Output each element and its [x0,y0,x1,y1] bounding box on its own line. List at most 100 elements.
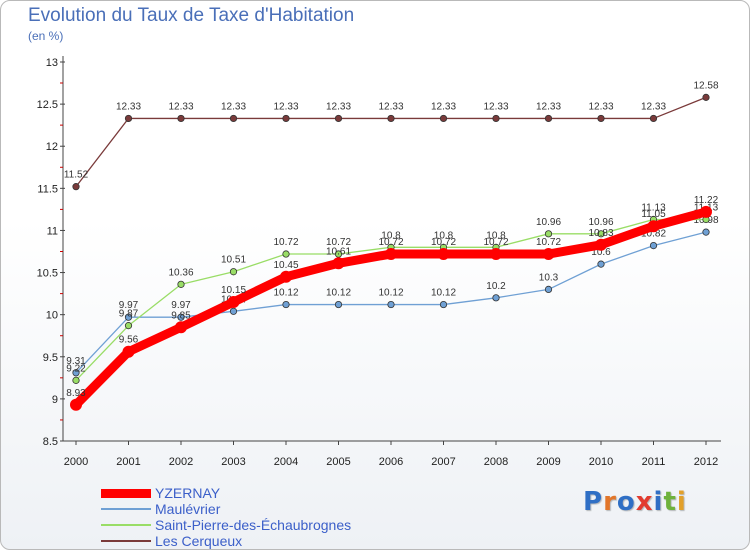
data-label: 10.2 [486,281,506,292]
x-tick-label: 2001 [116,456,140,468]
data-label: 12.33 [221,101,246,112]
data-label: 8.93 [66,388,86,399]
series-3: 11.52 12.33 12.33 12.33 12.33 12.33 12.33 12.33… [64,80,719,191]
data-label: 10.12 [378,288,403,299]
data-label: 10.36 [168,267,193,278]
logo-letter: o [616,487,636,517]
data-point [597,114,605,123]
data-label: 12.33 [326,101,351,112]
data-point [649,242,658,250]
data-label: 11.05 [641,209,666,220]
series-layer: 9.319.979.9710.0410.1210.1210.1210.1210.… [64,80,719,411]
data-label: 9.85 [171,310,191,321]
data-point [437,248,450,261]
data-point [177,280,185,288]
logo-letter: P [583,487,604,517]
data-label: 11.13 [641,202,666,213]
axes: 8.5 9 9.5 10 10.5 11 11.5 12 12.5 13 2000 2001 2002 2… [37,56,721,468]
legend-swatch [101,488,151,498]
data-label: 12.33 [273,101,298,112]
data-point [439,300,448,309]
x-tick-label: 2003 [221,456,245,468]
data-point [332,257,345,270]
data-point [229,307,238,315]
data-label: 9.56 [119,335,139,346]
x-tick-label: 2012 [694,456,718,468]
legend-label: YZERNAY [155,485,221,501]
data-label: 12.33 [483,101,508,112]
data-label: 12.33 [641,101,666,112]
x-tick-label: 2006 [379,456,403,468]
data-label: 10.3 [539,272,559,283]
y-tick-label: 9.5 [43,352,58,364]
x-tick-label: 2000 [64,456,88,468]
data-point [282,250,290,258]
legend-swatch [101,524,151,526]
x-tick-label: 2005 [326,456,350,468]
data-point [70,398,82,411]
data-label: 10.83 [588,228,613,239]
data-point [334,300,343,309]
x-tick-label: 2004 [274,456,298,468]
data-point [544,230,553,238]
chart-subtitle: (en %) [28,29,64,43]
data-label: 9.97 [119,300,139,311]
data-label: 10.72 [326,237,351,248]
data-point [595,238,607,251]
data-point [542,248,555,261]
proxiti-logo: Proxiti [583,487,687,517]
logo-letter: t [663,487,677,517]
data-point [282,114,290,123]
data-label: 10.82 [641,229,666,240]
x-tick-label: 2010 [589,456,613,468]
data-label: 12.33 [431,101,456,112]
data-label: 10.8 [434,230,454,241]
data-point [334,250,343,258]
data-label: 10.72 [431,237,456,248]
y-tick-label: 11.5 [37,183,58,195]
data-point [229,114,238,123]
x-tick-label: 2011 [642,456,666,468]
data-label: 10.61 [326,246,351,257]
data-label: 10.51 [221,255,246,266]
data-label: 10.8 [486,230,506,241]
logo-letter: i [653,487,664,517]
y-tick-label: 10.5 [37,268,58,280]
data-label: 10.15 [221,285,246,296]
data-point [177,313,185,321]
data-label: 12.58 [693,80,718,91]
y-tick-label: 8.5 [43,436,58,448]
legend-label: Maulévrier [155,501,221,517]
logo-letter: i [676,487,687,517]
data-label: 10.12 [273,288,298,299]
data-point [72,369,80,377]
data-point [597,260,605,268]
x-tick-label: 2009 [536,456,560,468]
data-point [229,268,238,276]
data-point [72,183,80,191]
legend-swatch [101,508,151,510]
data-label: 9.31 [66,356,86,367]
data-point [334,114,343,123]
data-point [387,114,395,123]
chart-title: Evolution du Taux de Taxe d'Habitation [28,5,355,26]
data-point [122,345,135,358]
data-point [439,114,448,123]
data-point [175,321,187,334]
data-label: 10.12 [431,288,456,299]
y-tick-label: 13 [46,57,58,69]
data-label: 11.52 [64,170,89,181]
data-label: 12.33 [378,101,403,112]
data-point [387,300,395,309]
data-point [124,114,133,123]
data-point [700,205,712,218]
y-tick-label: 9 [52,394,58,406]
data-point [544,285,553,293]
data-label: 10.8 [381,230,401,241]
data-label: 12.33 [168,101,193,112]
logo-letter: x [635,487,654,517]
data-point [702,93,710,101]
data-point [544,114,553,123]
data-label: 10.45 [273,260,298,271]
